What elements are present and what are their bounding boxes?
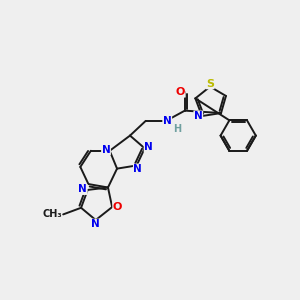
Text: N: N [144, 142, 153, 152]
Text: CH₃: CH₃ [42, 209, 62, 219]
Text: N: N [194, 111, 203, 121]
Text: N: N [102, 145, 110, 154]
Text: N: N [134, 164, 142, 174]
Text: S: S [206, 79, 214, 89]
Text: O: O [113, 202, 122, 212]
Text: N: N [91, 219, 100, 229]
Text: N: N [163, 116, 172, 126]
Text: N: N [78, 184, 87, 194]
Text: O: O [176, 87, 185, 97]
Text: H: H [173, 124, 181, 134]
